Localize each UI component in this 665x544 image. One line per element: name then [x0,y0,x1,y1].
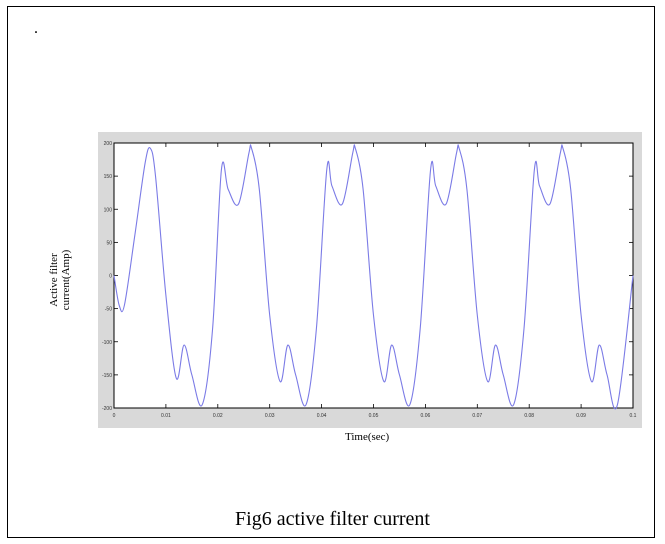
y-tick-label: -200 [102,406,112,412]
y-tick-label: -100 [102,340,112,346]
y-tick-label: 50 [106,240,112,246]
y-tick-label: 0 [109,274,112,280]
y-axis-label-line-2: current(Amp) [60,249,72,311]
series-line [113,144,634,410]
x-tick-label: 0 [113,413,116,419]
x-tick-label: 0.07 [472,413,482,419]
figure-frame [7,6,655,538]
x-axis-label: Time(sec) [345,431,390,443]
x-tick-label: 0.04 [317,413,327,419]
figure-caption: Fig6 active filter current [235,508,430,530]
x-tick-label: 0.08 [524,413,534,419]
plot-panel: 200 150 100 50 0 -50 -100 -150 -200 0 0.01 0.02 0.03… [98,132,642,428]
x-tick-label: 0.06 [421,413,431,419]
page-marker: . [34,20,38,37]
y-tick-label: -50 [105,307,112,313]
x-tick-label: 0.02 [213,413,223,419]
y-axis-label-line-1: Active filter [48,253,60,307]
x-tick-label: 0.05 [369,413,379,419]
x-tick-label: 0.01 [161,413,171,419]
x-tick-label: 0.1 [630,413,637,419]
y-tick-label: 200 [104,141,113,147]
x-tick-label: 0.09 [576,413,586,419]
x-tick-label: 0.03 [265,413,275,419]
y-tick-label: 100 [104,207,113,213]
y-tick-label: -150 [102,373,112,379]
y-tick-label: 150 [104,174,113,180]
